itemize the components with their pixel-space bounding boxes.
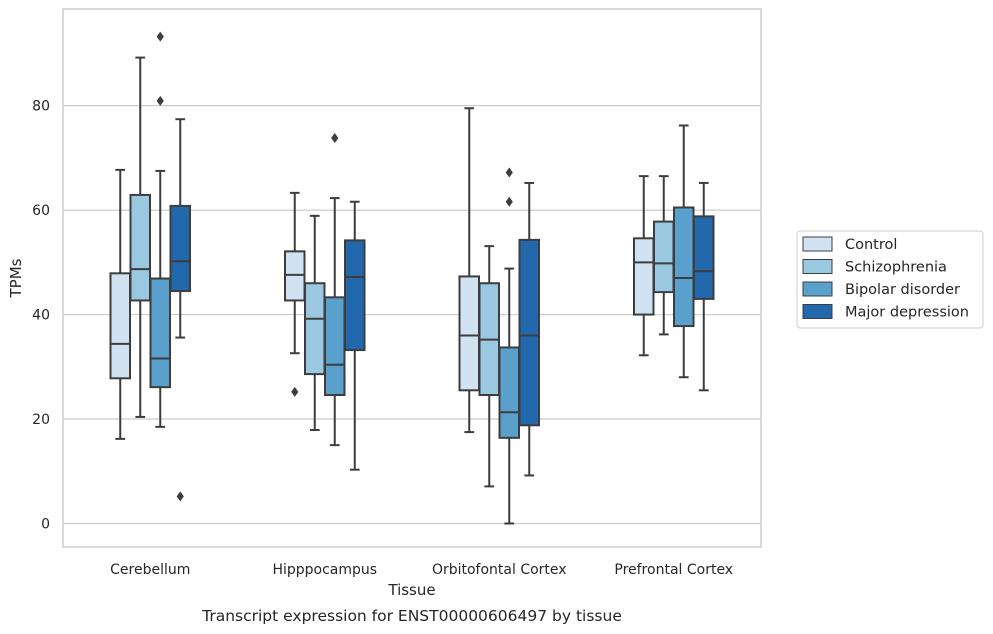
x-tick-labels: Cerebellum Hipppocampus Orbitofontal Corte… — [110, 562, 733, 578]
outlier-point — [156, 31, 164, 42]
outlier-point — [505, 167, 513, 178]
box-iqr — [653, 220, 675, 294]
box-iqr — [633, 237, 655, 316]
box-iqr — [109, 272, 131, 380]
legend-label: Bipolar disorder — [845, 282, 960, 298]
box-2-series-3 — [324, 133, 346, 447]
y-tick-label: 20 — [32, 412, 50, 428]
box-3-series-2 — [478, 245, 500, 488]
box-2-series-2 — [304, 214, 326, 431]
box-1-series-1 — [109, 168, 131, 440]
box-iqr — [458, 275, 480, 392]
x-axis-label: Tissue — [387, 581, 435, 599]
x-tick-label: Cerebellum — [110, 562, 190, 578]
box-iqr — [344, 239, 366, 352]
y-axis-label: TPMs — [7, 258, 25, 298]
box-1-series-4 — [169, 118, 191, 502]
box-3-series-1 — [458, 107, 480, 434]
box-1-series-3 — [149, 31, 171, 428]
box-2-series-4 — [344, 200, 366, 471]
box-iqr — [498, 346, 520, 439]
box-4-series-1 — [633, 175, 655, 357]
legend-label: Control — [845, 237, 897, 253]
box-4-series-4 — [693, 181, 715, 392]
legend: Control Schizophrenia Bipolar disorder Majo… — [796, 230, 984, 329]
legend-swatch — [802, 281, 833, 297]
y-tick-label: 40 — [32, 308, 50, 324]
box-1-series-2 — [129, 56, 151, 418]
y-tick-labels: 0 20 40 60 80 — [32, 99, 50, 533]
legend-swatch — [802, 259, 833, 274]
box-4-series-2 — [653, 175, 675, 336]
box-iqr — [284, 250, 306, 302]
legend-swatch — [802, 236, 833, 252]
y-tick-label: 60 — [32, 203, 50, 219]
box-iqr — [324, 296, 346, 397]
x-tick-label: Orbitofontal Cortex — [432, 562, 567, 578]
outlier-point — [291, 386, 299, 397]
outlier-point — [176, 491, 184, 502]
box-iqr — [693, 215, 715, 300]
boxplots — [109, 31, 715, 525]
box-3-series-3 — [498, 167, 520, 525]
legend-label: Major depression — [845, 305, 969, 321]
legend-swatch — [802, 304, 833, 319]
box-3-series-4 — [518, 181, 540, 477]
plot-frame — [62, 8, 762, 548]
box-iqr — [129, 193, 151, 302]
box-2-series-1 — [284, 191, 306, 397]
box-iqr — [304, 282, 326, 376]
y-tick-label: 80 — [32, 99, 50, 115]
box-iqr — [673, 206, 695, 328]
box-iqr — [518, 238, 540, 427]
outlier-point — [156, 95, 164, 106]
outlier-point — [331, 133, 339, 144]
y-tick-label: 0 — [41, 516, 50, 532]
outlier-point — [505, 196, 513, 207]
box-iqr — [149, 277, 171, 389]
x-tick-label: Hipppocampus — [272, 562, 377, 578]
legend-label: Schizophrenia — [845, 260, 947, 276]
box-iqr — [169, 204, 191, 293]
legend-frame — [796, 230, 984, 329]
chart-caption: Transcript expression for ENST0000060649… — [201, 607, 622, 625]
x-tick-label: Prefrontal Cortex — [614, 562, 733, 578]
